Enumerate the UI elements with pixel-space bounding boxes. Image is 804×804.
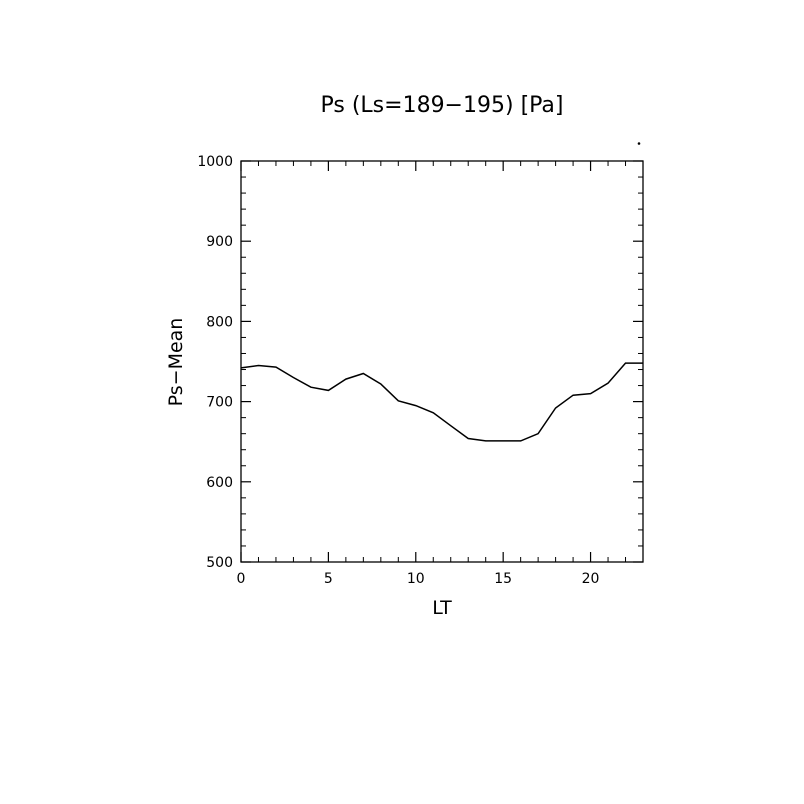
x-tick-labels: 0 5 10 15 20 [237,571,600,587]
major-ticks [240,160,643,563]
x-tick-label: 0 [237,571,246,587]
plot-frame [240,160,644,563]
x-tick-label: 20 [582,571,600,587]
x-tick-label: 10 [407,571,425,587]
y-tick-labels: 500 600 700 800 900 1000 [197,154,233,571]
y-tick-label: 1000 [197,154,233,170]
y-tick-label: 900 [206,234,233,250]
chart-title: Ps (Ls=189−195) [Pa] [321,93,564,118]
x-tick-label: 15 [494,571,512,587]
series-line [240,362,643,442]
y-tick-label: 700 [206,395,233,411]
y-tick-label: 500 [206,555,233,571]
y-axis-label: Ps−Mean [165,318,187,407]
minor-ticks [241,161,643,562]
x-axis-label: LT [432,597,452,619]
y-tick-label: 800 [206,314,233,330]
x-tick-label: 5 [324,571,333,587]
corner-dot [637,142,641,145]
y-tick-label: 600 [206,475,233,491]
